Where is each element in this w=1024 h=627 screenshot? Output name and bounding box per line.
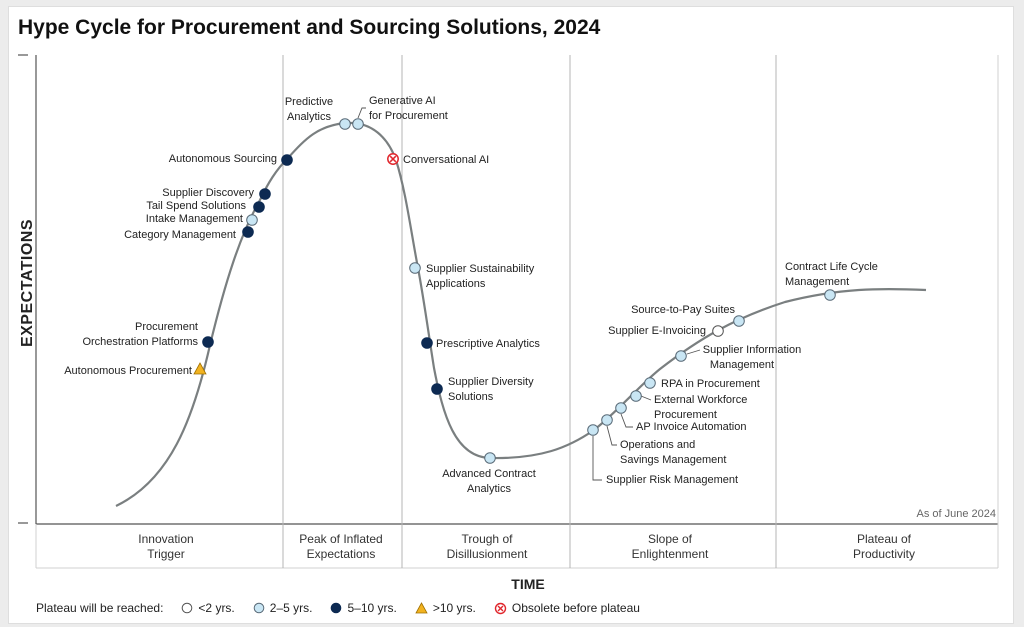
point-supplier-diversity-solutions (431, 383, 443, 395)
phase-label: Innovation Trigger (138, 532, 193, 561)
technology-labels: Autonomous Procurement Procurement Orchest… (64, 95, 878, 495)
leader-generative-ai-for-procurement (357, 107, 366, 119)
label-supplier-sustainability-applications: Supplier Sustainability Applications (426, 263, 535, 290)
point-conversational-ai (387, 153, 399, 165)
legend-item-lt2: <2 yrs. (181, 601, 235, 615)
point-autonomous-sourcing (281, 154, 293, 166)
leader-operations-and-savings-management (606, 425, 617, 446)
legend-label-lt2: <2 yrs. (198, 601, 235, 615)
technology-points (193, 118, 836, 464)
legend-label-5to10: 5–10 yrs. (347, 601, 397, 615)
label-supplier-discovery: Supplier Discovery (162, 187, 254, 199)
label-conversational-ai: Conversational AI (403, 154, 489, 166)
label-autonomous-procurement: Autonomous Procurement (64, 365, 192, 377)
label-tail-spend-solutions: Tail Spend Solutions (146, 200, 246, 212)
point-source-to-pay-suites (733, 315, 745, 327)
leader-external-workforce-procurement (640, 395, 652, 401)
point-rpa-in-procurement (644, 377, 656, 389)
label-category-management: Category Management (124, 229, 236, 241)
point-procurement-orchestration-platforms (202, 336, 214, 348)
legend-item-2to5: 2–5 yrs. (253, 601, 313, 615)
phase-label: Trough of Disillusionment (447, 532, 528, 561)
x-axis-label: TIME (511, 576, 545, 592)
label-supplier-diversity-solutions: Supplier Diversity Solutions (448, 376, 534, 403)
hype-curve (115, 121, 927, 507)
legend-item-5to10: 5–10 yrs. (330, 601, 397, 615)
label-procurement-orchestration-platforms: Procurement Orchestration Platforms (82, 321, 198, 348)
legend-label-obsolete: Obsolete before plateau (511, 601, 640, 615)
label-external-workforce-procurement: External Workforce Procurement (654, 394, 747, 421)
point-autonomous-procurement (193, 362, 207, 375)
point-tail-spend-solutions (253, 201, 265, 213)
point-supplier-information-management (675, 350, 687, 362)
phase-label: Slope of Enlightenment (632, 532, 709, 561)
point-supplier-e-invoicing (712, 325, 724, 337)
label-source-to-pay-suites: Source-to-Pay Suites (631, 304, 735, 316)
legend-item-obsolete: Obsolete before plateau (494, 601, 640, 615)
legend-label-2to5: 2–5 yrs. (269, 601, 313, 615)
axes (18, 54, 999, 569)
phase-dividers (282, 55, 777, 568)
legend-marker-obsolete (494, 602, 507, 614)
phase-labels: Innovation Trigger Peak of Inflated Expecta… (138, 532, 915, 561)
label-supplier-information-management: Supplier Information Management (703, 344, 801, 371)
legend-marker-5to10 (331, 602, 342, 614)
point-ap-invoice-automation (615, 402, 627, 414)
chart-title: Hype Cycle for Procurement and Sourcing … (18, 16, 601, 39)
legend-label-gt10: >10 yrs. (432, 601, 476, 615)
label-ap-invoice-automation: AP Invoice Automation (636, 421, 746, 433)
label-prescriptive-analytics: Prescriptive Analytics (436, 338, 540, 350)
label-supplier-risk-management: Supplier Risk Management (606, 474, 738, 486)
label-operations-and-savings-management: Operations and Savings Management (620, 439, 726, 466)
label-autonomous-sourcing: Autonomous Sourcing (169, 153, 277, 165)
point-predictive-analytics (339, 118, 351, 130)
legend-marker-lt2 (182, 602, 193, 614)
point-operations-and-savings-management (601, 414, 613, 426)
label-contract-life-cycle-management: Contract Life Cycle Management (785, 261, 878, 288)
leader-supplier-risk-management (592, 436, 602, 481)
point-supplier-sustainability-applications (409, 262, 421, 274)
point-intake-management (246, 214, 258, 226)
label-intake-management: Intake Management (146, 213, 243, 225)
label-rpa-in-procurement: RPA in Procurement (661, 378, 760, 390)
leader-supplier-information-management (686, 349, 701, 355)
legend-item-gt10: >10 yrs. (415, 601, 476, 615)
point-supplier-discovery (259, 188, 271, 200)
phase-label: Plateau of Productivity (853, 532, 915, 561)
label-supplier-e-invoicing: Supplier E-Invoicing (608, 325, 706, 337)
point-supplier-risk-management (587, 424, 599, 436)
label-leaders (357, 107, 701, 481)
chart-card (8, 6, 1014, 624)
point-generative-ai-for-procurement (352, 118, 364, 130)
legend: Plateau will be reached: <2 yrs. 2–5 yrs… (36, 601, 640, 615)
point-external-workforce-procurement (630, 390, 642, 402)
legend-marker-gt10 (415, 602, 428, 614)
label-predictive-analytics: Predictive Analytics (285, 96, 333, 123)
label-generative-ai-for-procurement: Generative AI for Procurement (369, 95, 448, 122)
legend-title: Plateau will be reached: (36, 601, 164, 615)
point-advanced-contract-analytics (484, 452, 496, 464)
label-advanced-contract-analytics: Advanced Contract Analytics (442, 468, 536, 495)
as-of-date: As of June 2024 (916, 508, 996, 520)
leader-ap-invoice-automation (620, 413, 633, 428)
point-contract-life-cycle-management (824, 289, 836, 301)
point-category-management (242, 226, 254, 238)
phase-label: Peak of Inflated Expectations (299, 532, 382, 561)
legend-marker-2to5 (253, 602, 265, 614)
point-prescriptive-analytics (421, 337, 433, 349)
